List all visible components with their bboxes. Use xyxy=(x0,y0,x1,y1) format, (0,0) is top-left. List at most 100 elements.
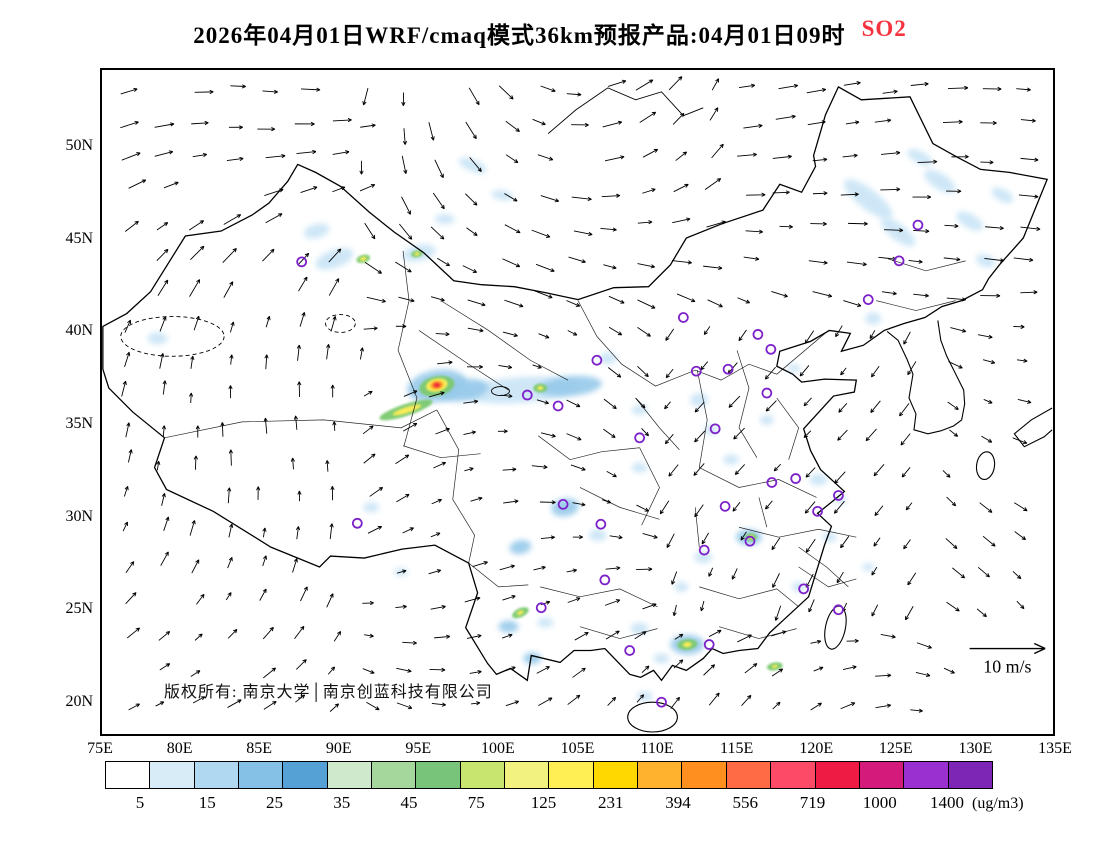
wind-vector-arrow xyxy=(536,666,550,674)
wind-vector-arrow xyxy=(428,122,435,141)
wind-vector-arrow xyxy=(363,326,378,331)
wind-vector-arrow xyxy=(840,702,856,710)
wind-vector-arrow xyxy=(225,592,232,601)
wind-vector-arrow xyxy=(155,701,165,707)
wind-vector-arrow xyxy=(642,532,658,539)
wind-vector-arrow xyxy=(979,502,993,513)
station-marker xyxy=(703,639,715,650)
wind-vector-arrow xyxy=(228,385,233,399)
wind-vector-arrow xyxy=(881,291,897,296)
wind-vector-arrow xyxy=(984,258,1005,263)
wind-vector-arrow xyxy=(706,220,726,228)
wind-vector-arrow xyxy=(567,597,581,603)
lat-tick-label: 50N xyxy=(65,137,93,154)
wind-vector-arrow xyxy=(1013,324,1025,329)
so2-hotspot xyxy=(537,386,544,391)
wind-vector-arrow xyxy=(637,263,656,269)
russia-border-line xyxy=(547,87,704,134)
colorbar-tick-label: 231 xyxy=(598,793,624,812)
wind-vector-arrow xyxy=(398,296,415,303)
wind-vector-arrow xyxy=(642,188,656,194)
so2-plume-blob xyxy=(865,312,882,325)
wind-vector-arrow xyxy=(1018,194,1039,199)
wind-vector-arrow xyxy=(190,670,201,677)
station-marker xyxy=(698,544,710,556)
station-marker xyxy=(862,294,874,305)
wind-vector-arrow xyxy=(910,82,929,87)
wind-vector-arrow xyxy=(430,226,445,240)
colorbar-cell xyxy=(948,762,992,788)
station-marker xyxy=(798,583,810,595)
wind-vector-arrow xyxy=(694,401,705,413)
wind-vector-arrow xyxy=(328,278,340,296)
wind-vector-arrow xyxy=(982,535,996,547)
wind-vector-arrow xyxy=(359,160,364,175)
wind-vector-arrow xyxy=(693,463,705,476)
wind-vector-arrow xyxy=(875,703,892,709)
colorbar-cell xyxy=(283,762,328,788)
province-boundary-line xyxy=(694,507,700,548)
colorbar-cell xyxy=(593,762,639,788)
wind-vector-arrow xyxy=(840,367,847,376)
wind-vector-arrow xyxy=(469,670,482,675)
wind-vector-arrow xyxy=(163,181,179,189)
wind-vector-arrow xyxy=(915,672,931,677)
wind-vector-arrow xyxy=(840,535,850,549)
wind-vector-arrow xyxy=(262,626,274,640)
wind-vector-arrow xyxy=(738,83,756,89)
wind-vector-arrow xyxy=(1020,118,1036,123)
colorbar-cell xyxy=(726,762,772,788)
wind-vector-arrow xyxy=(603,264,617,270)
wind-vector-arrow xyxy=(799,365,810,377)
wind-vector-arrow xyxy=(531,229,551,238)
province-boundary-line xyxy=(888,258,966,272)
wind-vector-arrow xyxy=(673,659,684,669)
wind-vector-arrow xyxy=(603,428,616,439)
province-boundary-line xyxy=(798,566,857,588)
so2-hotspot xyxy=(359,256,367,261)
so2-plume-blob xyxy=(630,622,649,635)
province-boundary-line xyxy=(402,445,481,459)
wind-vector-arrow xyxy=(161,425,167,437)
province-boundaries xyxy=(164,250,966,639)
page-title: 2026年04月01日WRF/cmaq模式36km预报产品:04月01日09时 … xyxy=(0,16,1100,50)
wind-vector-arrow xyxy=(805,467,816,478)
wind-vector-arrow xyxy=(366,296,386,303)
wind-vector-arrow xyxy=(295,526,301,540)
wind-vector-arrow xyxy=(880,187,901,192)
wind-vector-arrow xyxy=(566,92,582,97)
wind-vector-arrow xyxy=(807,120,826,126)
station-marker xyxy=(893,255,905,267)
wind-vector-arrow xyxy=(703,265,723,271)
wind-vector-arrow xyxy=(637,326,651,337)
wind-vector-arrow xyxy=(982,359,996,365)
wind-vector-arrow xyxy=(976,608,987,618)
wind-vector-arrow xyxy=(977,566,990,578)
lat-tick-label: 45N xyxy=(65,230,93,247)
wind-vector-arrow xyxy=(846,638,859,644)
so2-plume-blob xyxy=(538,375,602,397)
wind-vector-arrow xyxy=(600,227,617,232)
wind-vector-arrow xyxy=(566,300,581,307)
wind-vector-arrow xyxy=(607,79,627,87)
wind-vector-arrow xyxy=(466,634,482,639)
wind-vector-arrow xyxy=(949,429,959,437)
wind-vector-arrow xyxy=(399,223,413,240)
wind-vector-arrow xyxy=(228,125,244,130)
wind-vector-arrow xyxy=(568,256,586,264)
wind-vector-arrow xyxy=(396,702,413,710)
wind-vector-arrow xyxy=(502,331,518,338)
wind-vector-arrow xyxy=(402,527,414,534)
wind-vector-arrow xyxy=(298,276,308,292)
wind-vector-arrow xyxy=(1020,226,1041,231)
wind-vector-arrow xyxy=(572,534,583,540)
wind-vector-arrow xyxy=(402,640,417,646)
province-boundary-line xyxy=(164,409,438,439)
station-marker xyxy=(752,329,764,340)
wind-vector-arrow xyxy=(880,633,896,639)
wind-vector-arrow xyxy=(472,560,488,568)
wind-vector-arrow xyxy=(191,120,209,126)
wind-vector-arrow xyxy=(433,461,447,469)
station-marker xyxy=(599,574,611,586)
wind-vector-arrow xyxy=(665,328,675,341)
